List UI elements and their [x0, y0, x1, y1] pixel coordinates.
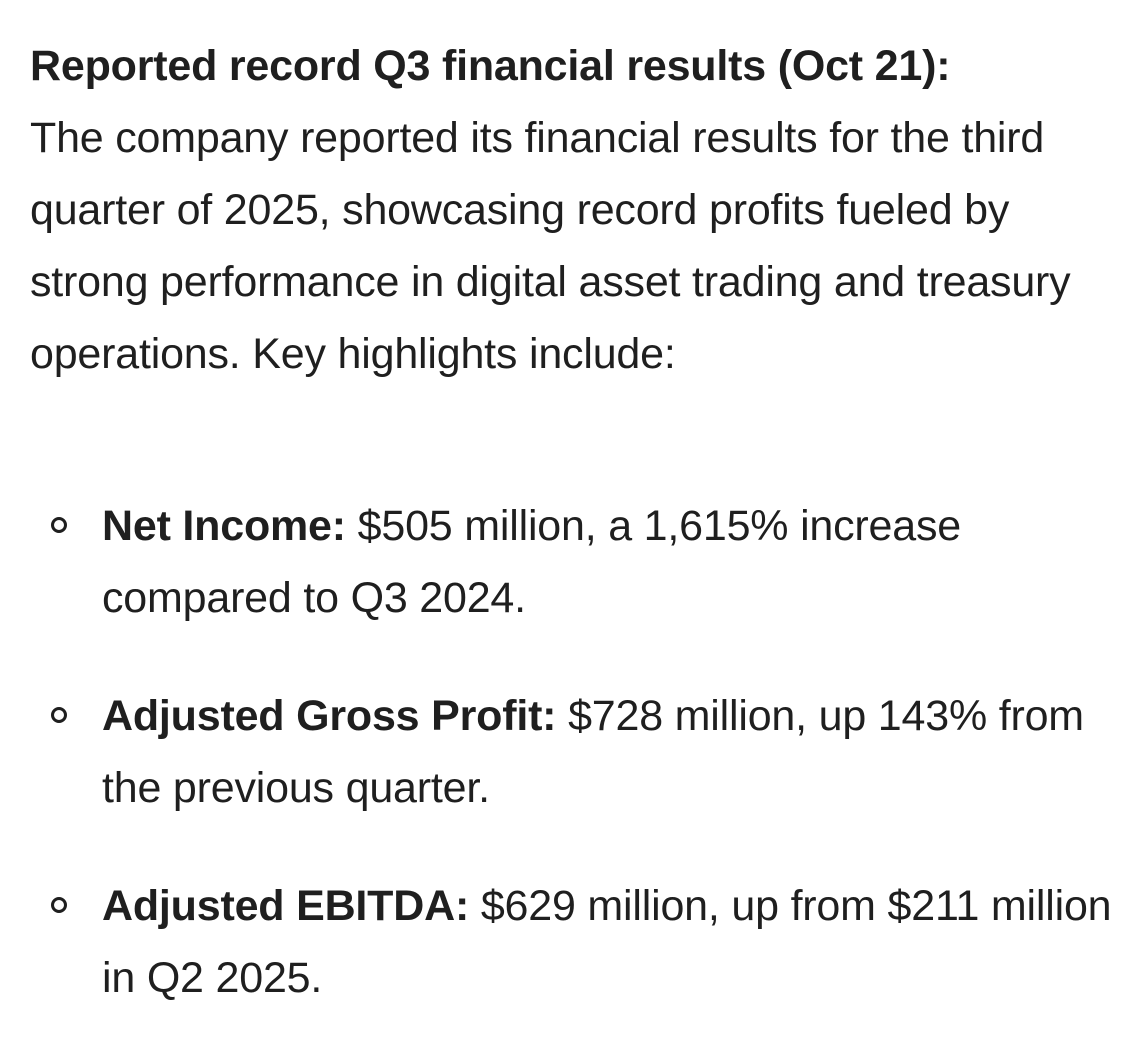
list-item: Net Income: $505 million, a 1,615% incre…: [30, 490, 1115, 634]
list-item: Adjusted Gross Profit: $728 million, up …: [30, 680, 1115, 824]
hollow-circle-bullet-icon: [51, 517, 67, 533]
highlight-term: Net Income:: [102, 502, 346, 550]
highlight-text: $629 million, up from $211 million in Q2…: [102, 882, 1112, 1002]
highlights-list: Net Income: $505 million, a 1,615% incre…: [30, 490, 1115, 1060]
highlight-text: $505 million, a 1,615% increase compared…: [102, 502, 961, 622]
list-item: Adjusted EBITDA: $629 million, up from $…: [30, 870, 1115, 1014]
intro-paragraph: Reported record Q3 financial results (Oc…: [30, 30, 1115, 390]
section-heading: Reported record Q3 financial results (Oc…: [30, 42, 951, 90]
highlight-term: Adjusted Gross Profit:: [102, 692, 557, 740]
hollow-circle-bullet-icon: [51, 707, 67, 723]
document-content: Reported record Q3 financial results (Oc…: [30, 30, 1115, 1002]
intro-text: The company reported its financial resul…: [30, 114, 1071, 378]
hollow-circle-bullet-icon: [51, 897, 67, 913]
highlight-text: $728 million, up 143% from the previous …: [102, 692, 1084, 812]
highlight-term: Adjusted EBITDA:: [102, 882, 470, 930]
